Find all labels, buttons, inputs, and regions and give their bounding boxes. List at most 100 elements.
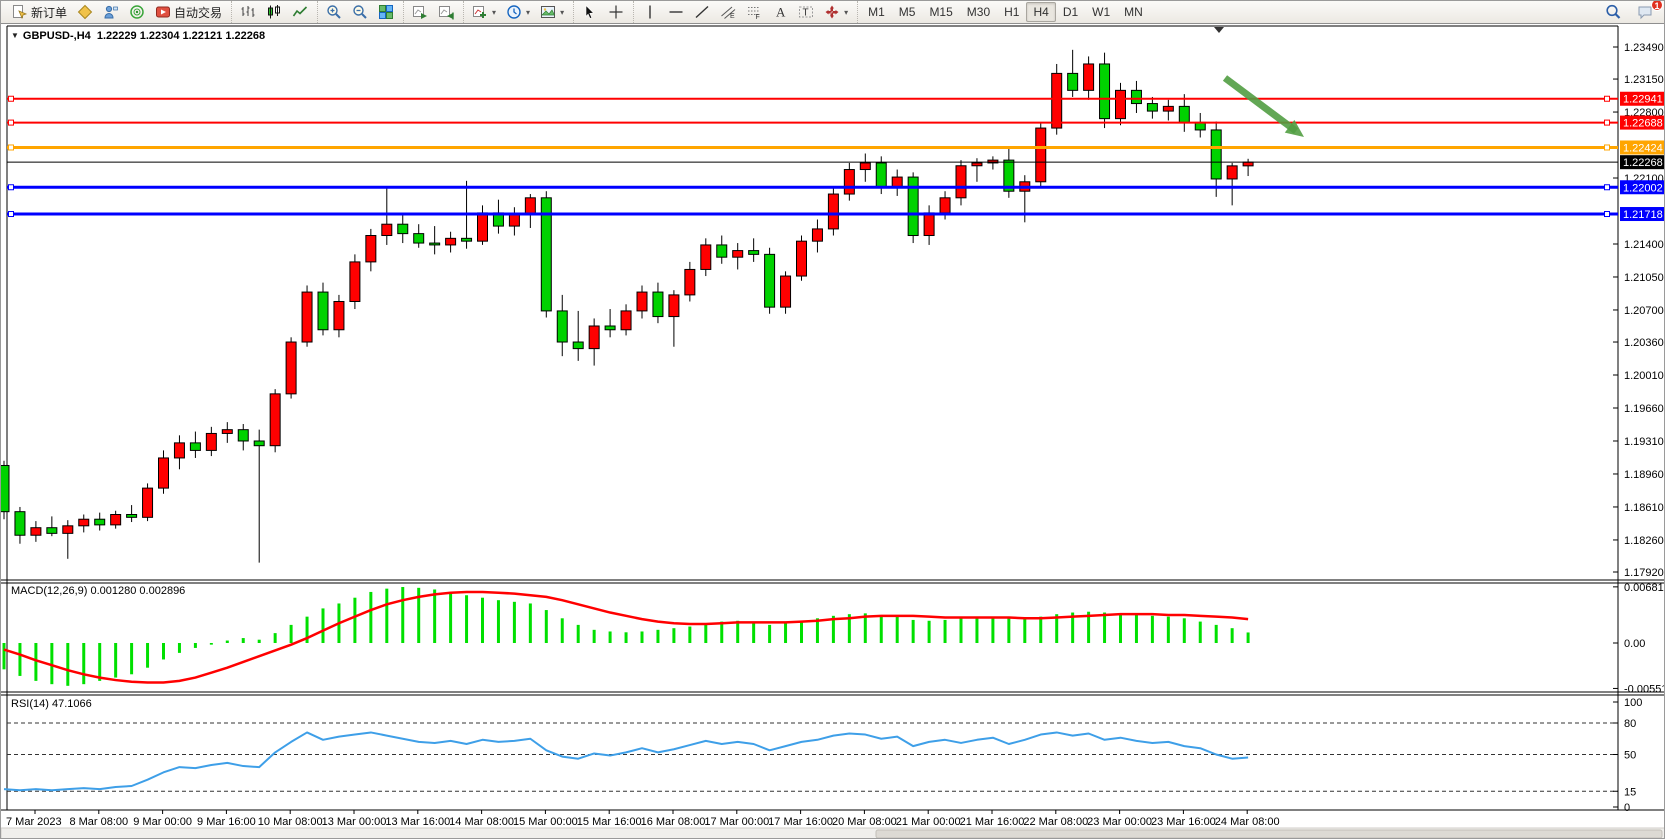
- time-tick-label: 9 Mar 00:00: [133, 816, 192, 828]
- cursor-button[interactable]: [577, 2, 603, 22]
- arrows-button[interactable]: ▾: [819, 2, 853, 22]
- timeframe-m5[interactable]: M5: [892, 2, 923, 22]
- line-handle[interactable]: [8, 184, 14, 191]
- candles-chart-button[interactable]: [261, 2, 287, 22]
- chart-shift-marker-icon[interactable]: [1214, 27, 1224, 33]
- clock-icon: [506, 4, 522, 20]
- chevron-down-icon[interactable]: ▾: [560, 7, 565, 17]
- market-watch-button[interactable]: [72, 2, 98, 22]
- tile-windows-button[interactable]: [373, 2, 399, 22]
- candle: [349, 254, 361, 310]
- candle-body-up: [923, 212, 935, 237]
- timeframe-h1[interactable]: H1: [997, 2, 1026, 22]
- price-tick-label: 1.18960: [1624, 469, 1664, 481]
- svg-text:E: E: [730, 13, 735, 20]
- candle: [540, 191, 552, 318]
- zoom-in-icon: [326, 4, 342, 20]
- templates-button[interactable]: ▾: [535, 2, 569, 22]
- fibonacci-button[interactable]: F: [741, 2, 767, 22]
- toolbar-group: [573, 1, 632, 23]
- price-badge: [1620, 155, 1664, 170]
- candle: [317, 282, 329, 336]
- line-handle[interactable]: [1604, 95, 1610, 102]
- zoom-out-button[interactable]: [347, 2, 373, 22]
- candle-body-up: [843, 169, 855, 195]
- time-tick-label: 17 Mar 00:00: [704, 816, 769, 828]
- bars-chart-button[interactable]: [235, 2, 261, 22]
- chevron-down-icon[interactable]: ▾: [526, 7, 531, 17]
- indicators-button[interactable]: ▾: [467, 2, 501, 22]
- line-handle[interactable]: [1604, 211, 1610, 218]
- candle: [110, 510, 122, 529]
- chart-window[interactable]: 1.23490 1.23150 1.22800 1.22100 1.21400 1.210…: [1, 25, 1664, 838]
- line-handle[interactable]: [8, 211, 14, 218]
- chart-shift-button[interactable]: [433, 2, 459, 22]
- timeframe-w1[interactable]: W1: [1085, 2, 1117, 22]
- horizontal-line-button[interactable]: [663, 2, 689, 22]
- timeframe-m1[interactable]: M1: [861, 2, 892, 22]
- data-window-button[interactable]: [98, 2, 124, 22]
- line-handle[interactable]: [1604, 119, 1610, 126]
- timeframe-d1[interactable]: D1: [1056, 2, 1085, 22]
- vline-icon: [642, 4, 658, 20]
- candle: [684, 261, 696, 302]
- chevron-down-icon[interactable]: ▾: [492, 7, 497, 17]
- horizontal-scrollbar[interactable]: [1, 827, 1665, 839]
- rsi-axis-label: 100: [1624, 697, 1642, 709]
- line-handle[interactable]: [8, 144, 14, 151]
- timeframe-h4[interactable]: H4: [1026, 2, 1056, 22]
- candle-body-down: [461, 237, 473, 242]
- price-tick-label: 1.20700: [1624, 305, 1664, 317]
- candle-body-down: [237, 429, 249, 442]
- candle: [221, 422, 233, 443]
- autotrade-button-label: 自动交易: [174, 5, 223, 20]
- chart-collapse-icon[interactable]: ▼: [11, 31, 19, 40]
- bars-icon: [240, 4, 256, 20]
- scrollbar-thumb[interactable]: [875, 829, 1663, 838]
- candle-body-down: [1178, 105, 1190, 123]
- line-handle[interactable]: [1604, 184, 1610, 191]
- candle-body-down: [413, 233, 425, 244]
- trend-arrow-head: [1284, 119, 1304, 137]
- navigator-button[interactable]: [124, 2, 150, 22]
- periods-button[interactable]: ▾: [501, 2, 535, 22]
- rsi-axis-label: 0: [1624, 802, 1630, 814]
- price-tick-label: 1.21400: [1624, 239, 1664, 251]
- rsi-pane: 100 80 50 15 0: [3, 697, 1642, 814]
- trend-arrow-annotation[interactable]: [1222, 75, 1299, 134]
- arrows-icon: [824, 4, 840, 20]
- price-tick-label: 1.19660: [1624, 403, 1664, 415]
- timeframe-m30[interactable]: M30: [960, 2, 997, 22]
- autotrade-button[interactable]: 自动交易: [150, 2, 227, 22]
- candle: [1146, 96, 1158, 119]
- candle: [796, 235, 807, 281]
- vertical-line-button[interactable]: [637, 2, 663, 22]
- line-handle[interactable]: [8, 119, 14, 126]
- auto-scroll-button[interactable]: [407, 2, 433, 22]
- macd-axis-label: 0.00: [1624, 638, 1645, 650]
- new-order-button[interactable]: 新订单: [7, 2, 72, 22]
- label-button[interactable]: T: [793, 2, 819, 22]
- timeframe-m15[interactable]: M15: [922, 2, 959, 22]
- crosshair-button[interactable]: [603, 2, 629, 22]
- candle-body-down: [875, 162, 887, 187]
- price-badge: [1620, 115, 1664, 130]
- candle-body-up: [588, 325, 600, 350]
- timeframe-mn[interactable]: MN: [1117, 2, 1150, 22]
- candle: [62, 520, 74, 559]
- channel-button[interactable]: E: [715, 2, 741, 22]
- trendline-button[interactable]: [689, 2, 715, 22]
- zoom-in-button[interactable]: [321, 2, 347, 22]
- notifications-button[interactable]: 1: [1632, 1, 1663, 22]
- candle: [173, 435, 185, 470]
- candle: [253, 429, 265, 563]
- line-handle[interactable]: [8, 95, 14, 102]
- price-badge: [1620, 91, 1664, 106]
- text-button[interactable]: A: [767, 2, 793, 22]
- line-chart-button[interactable]: [287, 2, 313, 22]
- candle-body-up: [333, 300, 345, 331]
- search-button[interactable]: [1600, 2, 1626, 22]
- line-handle[interactable]: [1604, 144, 1610, 151]
- chevron-down-icon[interactable]: ▾: [844, 7, 849, 17]
